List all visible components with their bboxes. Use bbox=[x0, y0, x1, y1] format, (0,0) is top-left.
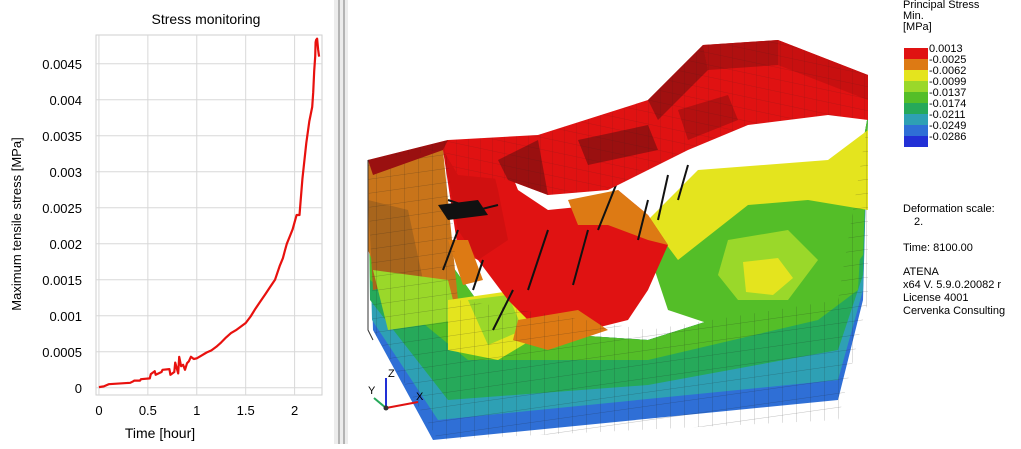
y-tick-label: 0.002 bbox=[49, 237, 82, 252]
legend-swatch bbox=[904, 48, 928, 59]
y-tick-label: 0.001 bbox=[49, 309, 82, 324]
legend-swatch bbox=[904, 114, 928, 125]
y-tick-label: 0.004 bbox=[49, 93, 82, 108]
y-tick-label: 0.0035 bbox=[42, 129, 82, 144]
legend-swatch bbox=[904, 103, 928, 114]
axis-x-label: X bbox=[416, 391, 424, 403]
x-tick-label: 0.5 bbox=[139, 403, 157, 418]
x-tick-label: 1 bbox=[193, 403, 200, 418]
x-tick-label: 1.5 bbox=[237, 403, 255, 418]
legend-title-1: Principal Stress bbox=[903, 0, 980, 11]
legend-value: -0.0174 bbox=[929, 98, 967, 110]
y-tick-label: 0.0015 bbox=[42, 273, 82, 288]
model-viewport[interactable]: X Y Z Principal Stress Min. [MPa] 0.0013… bbox=[348, 0, 1021, 444]
x-axis-label: Time [hour] bbox=[125, 425, 195, 441]
axis-triad: X Y Z bbox=[368, 368, 424, 411]
top-slab bbox=[367, 40, 868, 341]
y-tick-label: 0.0005 bbox=[42, 345, 82, 360]
legend-value: -0.0025 bbox=[929, 54, 967, 66]
chart-title: Stress monitoring bbox=[152, 11, 261, 27]
axis-z-label: Z bbox=[388, 368, 395, 380]
x-tick-label: 2 bbox=[291, 403, 298, 418]
legend-swatch bbox=[904, 70, 928, 81]
license-text: License 4001 bbox=[903, 292, 969, 304]
stress-monitoring-panel: 0 0.5 1 1.5 2 0 0.0005 0.001 0.0015 0.002 0.0025 0.… bbox=[0, 0, 334, 444]
stress-series-line bbox=[98, 37, 321, 389]
legend-swatch bbox=[904, 81, 928, 92]
front-face bbox=[368, 115, 868, 440]
y-tick-label: 0.0025 bbox=[42, 201, 82, 216]
legend-value: -0.0062 bbox=[929, 65, 967, 77]
y-axis-label: Maximum tensile stress [MPa] bbox=[9, 137, 24, 310]
legend-swatch bbox=[904, 136, 928, 147]
legend-value: -0.0137 bbox=[929, 87, 967, 99]
deformation-scale-label: Deformation scale: bbox=[903, 203, 995, 215]
legend-value: -0.0211 bbox=[929, 109, 966, 121]
deformation-scale-value: 2. bbox=[914, 216, 924, 228]
company-text: Cervenka Consulting bbox=[903, 305, 1006, 317]
fe-model-render[interactable]: X Y Z bbox=[348, 0, 903, 444]
color-legend: Principal Stress Min. [MPa] 0.0013 -0.002… bbox=[903, 0, 1021, 444]
time-readout: Time: 8100.00 bbox=[903, 242, 973, 254]
y-tick-label: 0.003 bbox=[49, 165, 82, 180]
legend-value: -0.0249 bbox=[929, 120, 967, 132]
legend-swatch bbox=[904, 59, 928, 70]
legend-value: 0.0013 bbox=[929, 43, 963, 55]
legend-title-2: Min. bbox=[903, 10, 924, 22]
x-tick-label: 0 bbox=[95, 403, 102, 418]
y-tick-label: 0.0045 bbox=[42, 57, 82, 72]
stress-monitoring-chart: 0 0.5 1 1.5 2 0 0.0005 0.001 0.0015 0.002 0.0025 0.… bbox=[9, 11, 323, 441]
legend-value: -0.0286 bbox=[929, 131, 967, 143]
legend-value: -0.0099 bbox=[929, 76, 967, 88]
plot-area-frame bbox=[95, 34, 323, 396]
version-text: x64 V. 5.9.0.20082 r bbox=[903, 279, 1002, 291]
y-tick-label: 0 bbox=[75, 381, 82, 396]
panel-splitter[interactable] bbox=[334, 0, 348, 444]
axis-y-label: Y bbox=[368, 385, 376, 397]
app-name: ATENA bbox=[903, 266, 939, 278]
legend-title-3: [MPa] bbox=[903, 21, 932, 33]
legend-swatch bbox=[904, 92, 928, 103]
legend-swatch bbox=[904, 125, 928, 136]
